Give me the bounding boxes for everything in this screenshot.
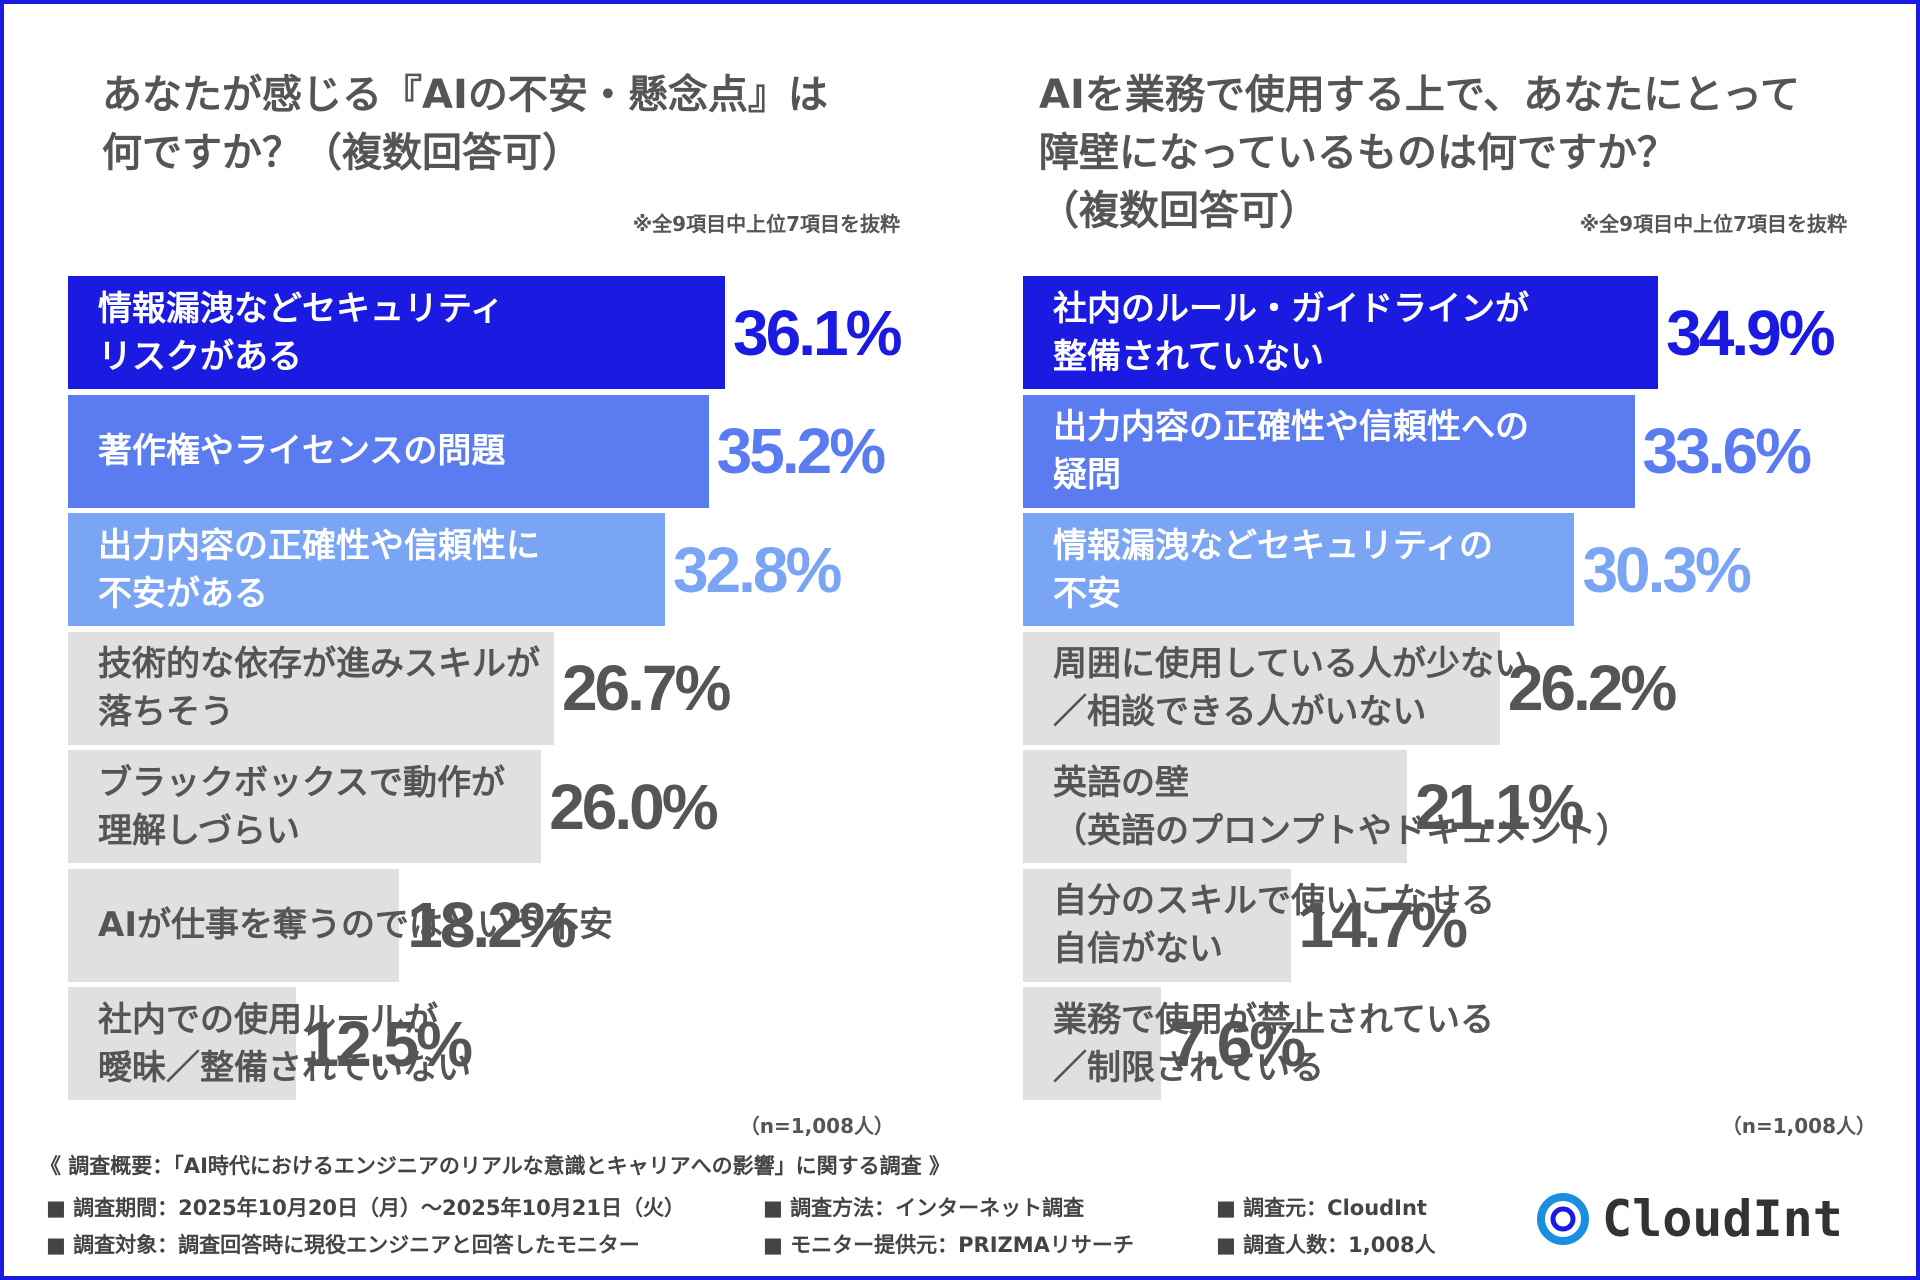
bar	[1023, 513, 1575, 626]
value-label: 7.6%	[1169, 1007, 1306, 1080]
sample-size: （n=1,008人）	[739, 1114, 894, 1138]
bar	[1023, 987, 1162, 1100]
category-label: 自分のスキルで使いこなせる 自信がない	[1053, 881, 1495, 969]
value-label: 26.7%	[561, 652, 731, 724]
bar	[1023, 750, 1408, 863]
note: ※全9項目中上位7項目を抜粋	[632, 212, 900, 236]
chart-title: AIを業務で使用する上で、あなたにとって 障壁になっているものは何ですか？ （複…	[1039, 72, 1801, 234]
category-label: 出力内容の正確性や信頼性に 不安がある	[98, 525, 540, 614]
category-label: 英語の壁 （英語のプロンプトやドキュメント）	[1053, 762, 1630, 851]
bar	[68, 276, 726, 389]
bar	[1023, 868, 1291, 982]
bar	[68, 987, 296, 1100]
category-label: 社内のルール・ガイドラインが 整備されていない	[1053, 288, 1529, 377]
footer-item: ■ 調査方法：インターネット調査	[763, 1196, 1085, 1220]
footer-item: ■ 調査対象：調査回答時に現役エンジニアと回答したモニター	[46, 1233, 640, 1257]
value-label: 26.2%	[1507, 652, 1677, 724]
value-label: 26.0%	[549, 770, 718, 843]
category-label: 情報漏洩などセキュリティ リスクがある	[98, 288, 504, 377]
sample-size: （n=1,008人）	[1721, 1114, 1876, 1138]
footer-item: ■ モニター提供元：PRIZMAリサーチ	[763, 1233, 1134, 1257]
bar	[1023, 394, 1635, 508]
value-label: 14.7%	[1298, 889, 1468, 961]
bar	[1023, 276, 1659, 389]
footer-item: ■ 調査期間：2025年10月20日（月）～2025年10月21日（火）	[46, 1196, 685, 1220]
category-label: AIが仕事を奪うのではという不安	[98, 905, 613, 945]
value-label: 32.8%	[672, 533, 842, 606]
value-label: 35.2%	[716, 415, 886, 487]
category-label: 業務で使用が禁止されている ／制限されている	[1053, 999, 1494, 1088]
bar	[68, 868, 400, 982]
value-label: 36.1%	[733, 296, 902, 369]
category-label: 情報漏洩などセキュリティの 不安	[1053, 525, 1493, 614]
bar	[68, 513, 665, 626]
value-label: 21.1%	[1415, 770, 1584, 843]
chart-title: あなたが感じる『AIの不安・懸念点』は 何ですか？（複数回答可）	[102, 72, 828, 176]
value-label: 33.6%	[1642, 415, 1812, 487]
category-label: 著作権やライセンスの問題	[98, 431, 506, 471]
value-label: 18.2%	[407, 889, 576, 961]
logo-text: CloudInt	[1602, 1190, 1843, 1248]
value-label: 30.3%	[1582, 533, 1751, 606]
bar	[68, 750, 542, 863]
logo-icon	[1537, 1193, 1589, 1245]
bar	[68, 631, 554, 745]
footer-title: 《 調査概要：「AI時代におけるエンジニアのリアルな意識とキャリアへの影響」に関…	[40, 1154, 950, 1178]
category-label: ブラックボックスで動作が 理解しづらい	[98, 762, 505, 851]
bar	[1023, 631, 1500, 745]
bar	[68, 394, 709, 508]
category-label: 出力内容の正確性や信頼性への 疑問	[1053, 407, 1529, 495]
category-label: 社内での使用ルールが 曖昧／整備されていない	[98, 999, 471, 1088]
value-label: 12.5%	[303, 1007, 473, 1080]
note: ※全9項目中上位7項目を抜粋	[1579, 212, 1847, 236]
footer-item: ■ 調査人数：1,008人	[1216, 1233, 1436, 1257]
footer-item: ■ 調査元：CloudInt	[1216, 1196, 1427, 1220]
category-label: 周囲に使用している人が少ない ／相談できる人がいない	[1053, 644, 1528, 732]
value-label: 34.9%	[1666, 296, 1835, 369]
category-label: 技術的な依存が進みスキルが 落ちそう	[98, 644, 540, 732]
